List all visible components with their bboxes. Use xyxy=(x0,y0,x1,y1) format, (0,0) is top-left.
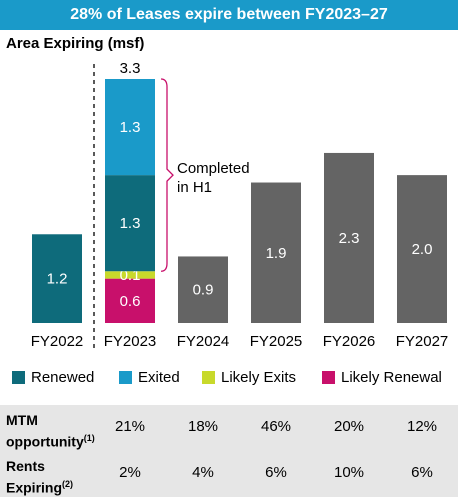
data-label-fy2022: 1.2 xyxy=(47,271,68,288)
bar-fy2023-renewed xyxy=(105,175,155,272)
metrics-row-label: MTM opportunity(1) xyxy=(6,412,95,450)
metrics-row: MTM opportunity(1) 21% 18% 46% 20% 12% xyxy=(0,405,458,450)
chart-title: 28% of Leases expire between FY2023–27 xyxy=(70,6,388,23)
legend-item: Likely Renewal xyxy=(322,369,442,386)
legend-item: Exited xyxy=(119,369,180,386)
legend: Renewed Exited Likely Exits Likely Renewal xyxy=(12,369,452,391)
legend-item: Renewed xyxy=(12,369,94,386)
data-label-fy2023: 0.6 xyxy=(120,293,141,310)
metrics-value: 6% xyxy=(411,464,433,481)
total-label-fy2023: 3.3 xyxy=(120,60,141,77)
completed-annotation: Completed xyxy=(177,160,250,177)
legend-swatch xyxy=(202,371,215,384)
metrics-value: 10% xyxy=(333,464,365,481)
bar-fy2022-renewed xyxy=(32,234,82,323)
legend-swatch xyxy=(12,371,25,384)
x-tick-label: FY2022 xyxy=(31,333,84,350)
metrics-value: 2% xyxy=(119,464,141,481)
legend-item: Likely Exits xyxy=(202,369,296,386)
metrics-value: 4% xyxy=(192,464,214,481)
bar-fy2027-forecast xyxy=(397,175,447,323)
metrics-row-label: Rents Expiring(2) xyxy=(6,458,74,496)
data-label-fy2025: 1.9 xyxy=(266,245,287,262)
bar-fy2025-forecast xyxy=(251,182,301,323)
y-axis-label: Area Expiring (msf) xyxy=(6,35,145,52)
bar-fy2024-forecast xyxy=(178,256,228,323)
data-label-fy2023: 1.3 xyxy=(120,119,141,136)
title-banner: 28% of Leases expire between FY2023–27 xyxy=(0,0,458,30)
x-tick-label: FY2027 xyxy=(396,333,449,350)
legend-swatch xyxy=(322,371,335,384)
bar-fy2023-exited xyxy=(105,79,155,176)
data-label-fy2027: 2.0 xyxy=(412,241,433,258)
metrics-value: 6% xyxy=(265,464,287,481)
x-tick-label: FY2023 xyxy=(104,333,157,350)
completed-bracket xyxy=(160,78,174,272)
legend-label: Likely Renewal xyxy=(341,369,442,386)
metrics-value: 46% xyxy=(260,418,292,435)
metrics-value: 18% xyxy=(187,418,219,435)
bar-fy2026-forecast xyxy=(324,152,374,323)
x-tick-label: FY2025 xyxy=(250,333,303,350)
metrics-value: 12% xyxy=(406,418,438,435)
metrics-table: MTM opportunity(1) 21% 18% 46% 20% 12% Rents Exp… xyxy=(0,405,458,497)
bar-fy2023-likely-exits xyxy=(105,271,155,279)
legend-label: Exited xyxy=(138,369,180,386)
x-tick-label: FY2024 xyxy=(177,333,230,350)
x-tick-label: FY2026 xyxy=(323,333,376,350)
bar-fy2023-likely-renewal xyxy=(105,278,155,323)
data-label-fy2024: 0.9 xyxy=(193,282,214,299)
legend-label: Renewed xyxy=(31,369,95,386)
data-label-fy2026: 2.3 xyxy=(339,230,360,247)
metrics-value: 21% xyxy=(114,418,146,435)
metrics-row: Rents Expiring(2) 2% 4% 6% 10% 6% xyxy=(0,451,458,496)
legend-swatch xyxy=(119,371,132,384)
stacked-bar-chart: 1.2FY20220.60.11.31.3FY20233.30.9FY20241… xyxy=(31,60,449,350)
legend-label: Likely Exits xyxy=(221,369,297,386)
completed-annotation: in H1 xyxy=(177,179,212,196)
metrics-value: 20% xyxy=(333,418,365,435)
data-label-fy2023: 1.3 xyxy=(120,215,141,232)
